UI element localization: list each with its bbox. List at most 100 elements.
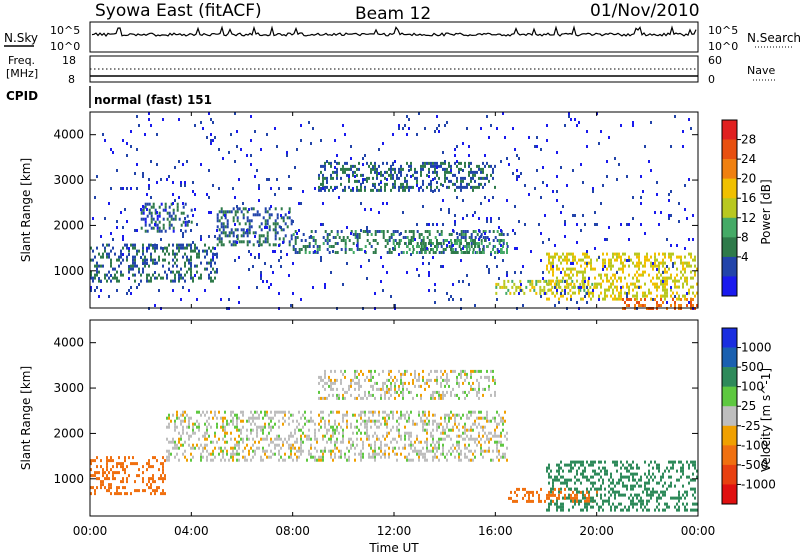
heatmap-cell bbox=[200, 452, 202, 456]
heatmap-cell bbox=[640, 496, 642, 500]
heatmap-cell bbox=[320, 259, 322, 262]
heatmap-cell bbox=[354, 164, 356, 168]
heatmap-cell bbox=[340, 239, 343, 242]
heatmap-cell bbox=[676, 469, 678, 473]
heatmap-cell bbox=[214, 446, 216, 450]
heatmap-cell bbox=[168, 205, 171, 209]
heatmap-cell bbox=[188, 258, 190, 262]
heatmap-cell bbox=[458, 443, 460, 447]
heatmap-cell bbox=[656, 258, 658, 262]
colorbar-tick-label: 25 bbox=[741, 399, 756, 413]
heatmap-cell bbox=[614, 505, 616, 509]
heatmap-cell bbox=[216, 225, 219, 229]
heatmap-cell bbox=[358, 188, 360, 192]
heatmap-cell bbox=[196, 419, 198, 423]
heatmap-cell bbox=[458, 428, 460, 432]
heatmap-cell bbox=[410, 164, 412, 168]
heatmap-cell bbox=[654, 490, 656, 494]
heatmap-cell bbox=[318, 173, 320, 177]
heatmap-cell bbox=[338, 236, 341, 239]
heatmap-cell bbox=[108, 489, 110, 493]
heatmap-cell bbox=[374, 443, 376, 447]
heatmap-cell bbox=[494, 378, 496, 382]
heatmap-cell bbox=[156, 246, 158, 250]
heatmap-cell bbox=[394, 182, 396, 186]
heatmap-cell bbox=[442, 443, 444, 447]
heatmap-cell bbox=[394, 245, 396, 248]
heatmap-cell bbox=[514, 232, 516, 235]
heatmap-cell bbox=[394, 248, 396, 251]
heatmap-cell bbox=[660, 279, 662, 283]
heatmap-cell bbox=[692, 502, 694, 506]
heatmap-cell bbox=[362, 446, 364, 450]
heatmap-cell bbox=[436, 390, 438, 394]
heatmap-cell bbox=[444, 428, 446, 432]
heatmap-cell bbox=[438, 242, 440, 245]
heatmap-cell bbox=[274, 243, 277, 247]
heatmap-cell bbox=[632, 466, 634, 470]
heatmap-cell bbox=[336, 173, 338, 177]
heatmap-cell bbox=[214, 276, 216, 280]
heatmap-cell bbox=[426, 446, 428, 450]
heatmap-cell bbox=[686, 475, 688, 479]
heatmap-cell bbox=[668, 267, 670, 271]
range-tick-label: 4000 bbox=[53, 128, 84, 142]
heatmap-cell bbox=[416, 434, 418, 438]
heatmap-cell bbox=[426, 381, 428, 385]
heatmap-cell bbox=[474, 173, 476, 177]
heatmap-cell bbox=[600, 496, 602, 500]
heatmap-cell bbox=[246, 419, 248, 423]
heatmap-cell bbox=[444, 431, 446, 435]
heatmap-cell bbox=[640, 273, 642, 277]
heatmap-cell bbox=[178, 458, 180, 462]
heatmap-cell bbox=[264, 410, 266, 414]
heatmap-cell bbox=[492, 176, 494, 180]
heatmap-cell bbox=[370, 161, 372, 165]
heatmap-cell bbox=[268, 228, 271, 232]
heatmap-cell bbox=[384, 396, 386, 400]
heatmap-cell bbox=[624, 484, 626, 488]
heatmap-cell bbox=[498, 250, 500, 253]
heatmap-cell bbox=[460, 239, 462, 242]
heatmap-cell bbox=[246, 234, 249, 238]
heatmap-cell bbox=[496, 455, 498, 459]
heatmap-cell bbox=[478, 236, 481, 239]
heatmap-cell bbox=[198, 437, 200, 441]
heatmap-cell bbox=[402, 396, 404, 400]
heatmap-cell bbox=[148, 486, 150, 490]
heatmap-cell bbox=[559, 285, 562, 289]
heatmap-cell bbox=[120, 187, 122, 190]
heatmap-cell bbox=[666, 301, 668, 304]
heatmap-cell bbox=[640, 304, 642, 307]
heatmap-cell bbox=[442, 151, 444, 154]
heatmap-cell bbox=[548, 238, 550, 241]
heatmap-cell bbox=[694, 463, 696, 467]
velocity-y-label: Slant Range [km] bbox=[19, 366, 33, 470]
heatmap-cell bbox=[690, 478, 692, 482]
heatmap-cell bbox=[696, 267, 698, 271]
heatmap-cell bbox=[668, 276, 670, 280]
heatmap-cell bbox=[458, 280, 460, 283]
heatmap-cell bbox=[164, 474, 166, 478]
heatmap-cell bbox=[122, 238, 124, 241]
heatmap-cell bbox=[474, 185, 476, 189]
heatmap-cell bbox=[238, 286, 240, 289]
heatmap-cell bbox=[478, 182, 480, 186]
heatmap-cell bbox=[190, 258, 192, 262]
heatmap-cell bbox=[692, 214, 694, 217]
heatmap-cell bbox=[192, 431, 194, 435]
heatmap-cell bbox=[216, 416, 218, 420]
heatmap-cell bbox=[182, 235, 184, 238]
heatmap-cell bbox=[632, 472, 634, 476]
heatmap-cell bbox=[204, 267, 206, 271]
heatmap-cell bbox=[288, 434, 290, 438]
heatmap-cell bbox=[274, 237, 277, 241]
heatmap-cell bbox=[186, 458, 188, 462]
heatmap-cell bbox=[444, 239, 446, 242]
heatmap-cell bbox=[148, 264, 150, 268]
heatmap-cell bbox=[636, 261, 638, 265]
heatmap-cell bbox=[454, 154, 456, 157]
heatmap-cell bbox=[658, 508, 660, 512]
heatmap-cell bbox=[458, 384, 460, 388]
heatmap-cell bbox=[590, 261, 592, 265]
